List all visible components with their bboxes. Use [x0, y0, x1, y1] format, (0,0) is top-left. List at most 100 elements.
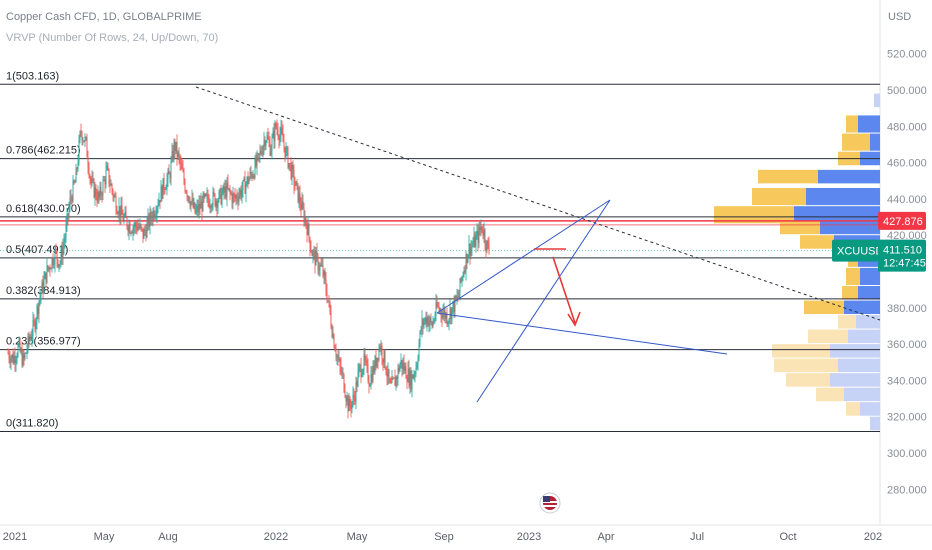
symbol-badge[interactable] — [832, 239, 878, 262]
candle-body — [180, 163, 182, 164]
candle-body — [283, 142, 285, 147]
x-tick-label: Aug — [158, 531, 178, 543]
candle-body — [324, 271, 326, 280]
candle-body — [427, 317, 429, 326]
candle-body — [419, 331, 421, 345]
candle-body — [460, 278, 462, 282]
wedge-pattern[interactable] — [436, 199, 611, 403]
candle-body — [145, 231, 147, 238]
candle-body — [61, 249, 63, 259]
candle-body — [465, 253, 467, 273]
candle-body — [253, 175, 255, 178]
candle-body — [327, 300, 329, 302]
candle-body — [340, 365, 342, 373]
candle-body — [69, 197, 71, 208]
candle-body — [279, 134, 281, 141]
volume-profile-down-bar — [806, 188, 880, 206]
x-tick-label: Oct — [779, 531, 796, 543]
level-price-label: 427.876 — [883, 216, 923, 228]
candle-body — [114, 195, 116, 197]
candle-body — [198, 203, 200, 213]
candle-body — [455, 295, 457, 300]
candle-body — [51, 257, 53, 269]
candle-body — [484, 229, 486, 244]
candle-body — [414, 373, 416, 375]
candle-body — [168, 170, 170, 175]
candle-body — [367, 364, 369, 382]
candle-body — [307, 223, 309, 235]
candle-body — [291, 165, 293, 179]
candle-body — [472, 244, 474, 246]
candle-body — [225, 186, 227, 198]
candle-body — [93, 179, 95, 198]
candle-body — [323, 271, 325, 276]
candle-body — [182, 169, 184, 172]
candle-body — [312, 251, 314, 257]
candle-body — [65, 224, 67, 238]
candle-body — [202, 193, 204, 212]
volume-profile-up-bar — [838, 315, 856, 329]
candle-body — [161, 186, 163, 199]
down-arrow-head — [567, 311, 581, 327]
candle-body — [48, 267, 50, 270]
candle-body — [388, 369, 390, 380]
candle-body — [382, 358, 384, 363]
candle-body — [207, 194, 209, 201]
candle-body — [98, 191, 100, 198]
volume-profile-up-bar — [846, 402, 860, 416]
candle-body — [418, 344, 420, 360]
candle-body — [184, 181, 186, 192]
candle-body — [353, 394, 355, 398]
candle-body — [52, 257, 54, 265]
indicator-legend[interactable]: VRVP (Number Of Rows, 24, Up/Down, 70) — [6, 32, 219, 44]
candle-body — [336, 355, 338, 357]
candle-body — [239, 189, 241, 196]
bar-countdown-label: 12:47:45 — [883, 258, 926, 270]
candle-body — [258, 153, 260, 155]
candle-body — [112, 190, 114, 197]
candle-body — [386, 373, 388, 377]
candle-body — [338, 359, 340, 360]
candle-body — [60, 249, 62, 264]
candle-body — [389, 379, 391, 383]
candle-body — [71, 197, 73, 202]
candle-body — [13, 355, 15, 364]
candle-body — [466, 253, 468, 263]
candle-body — [110, 184, 112, 186]
candle-body — [138, 226, 140, 228]
candle-body — [303, 207, 305, 223]
candle-body — [289, 163, 291, 164]
candle-body — [321, 265, 323, 267]
candle-body — [293, 169, 295, 186]
candle-body — [288, 163, 290, 168]
candle-body — [301, 201, 303, 210]
candle-body — [351, 401, 353, 410]
candle-body — [95, 187, 97, 198]
volume-profile-down-bar — [870, 133, 880, 151]
candle-body — [234, 195, 236, 198]
candle-body — [409, 370, 411, 386]
candle-body — [286, 147, 288, 149]
candle-body — [256, 154, 258, 167]
candle-body — [457, 296, 459, 298]
candle-body — [305, 218, 307, 226]
candle-body — [215, 200, 217, 206]
candle-body — [167, 170, 169, 180]
dashed-trendline[interactable] — [195, 86, 881, 321]
candle-body — [278, 136, 280, 141]
candle-body — [181, 163, 183, 170]
candle-body — [319, 264, 321, 270]
candle-body — [269, 141, 271, 156]
down-arrow[interactable] — [552, 256, 576, 324]
candle-body — [34, 321, 36, 330]
candle-body — [118, 206, 120, 215]
wedge-lower-projection[interactable] — [436, 312, 728, 355]
candle-body — [188, 196, 190, 202]
candle-body — [266, 136, 268, 142]
candle-body — [476, 231, 478, 237]
candle-body — [314, 250, 316, 266]
candle-body — [359, 365, 361, 366]
candle-body — [360, 365, 362, 377]
fib-level-label: 0.618(430.070) — [6, 203, 81, 215]
